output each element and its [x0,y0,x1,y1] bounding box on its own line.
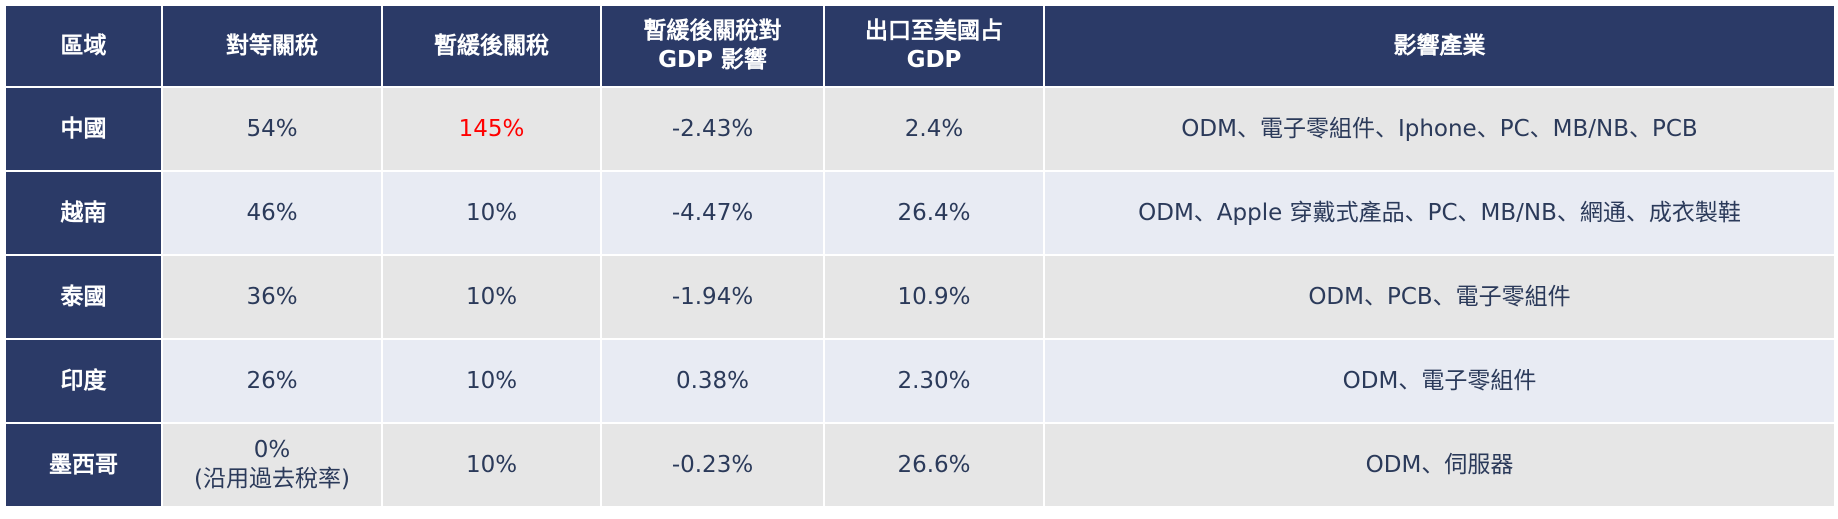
region-cell: 印度 [4,338,163,424]
table-cell: 54% [161,86,383,172]
table-row: 墨西哥 0% (沿用過去稅率) 10% -0.23% 26.6% ODM、伺服器 [4,422,1836,508]
header-cell: 暫緩後關稅對 GDP 影響 [600,4,825,88]
table-cell: ODM、電子零組件、Iphone、PC、MB/NB、PCB [1043,86,1836,172]
table-cell: 0% (沿用過去稅率) [161,422,383,508]
table-cell: 10% [381,170,602,256]
header-row: 區域 對等關稅 暫緩後關稅 暫緩後關稅對 GDP 影響 出口至美國占 GDP 影響產業 [4,4,1836,88]
tariff-table: 區域 對等關稅 暫緩後關稅 暫緩後關稅對 GDP 影響 出口至美國占 GDP 影響產業 中… [4,4,1836,508]
table-cell: 10% [381,338,602,424]
table-row: 泰國 36% 10% -1.94% 10.9% ODM、PCB、電子零組件 [4,254,1836,340]
region-cell: 中國 [4,86,163,172]
header-cell: 暫緩後關稅 [381,4,602,88]
table-cell: 26.4% [823,170,1045,256]
region-cell: 越南 [4,170,163,256]
table-cell: 46% [161,170,383,256]
table-row: 越南 46% 10% -4.47% 26.4% ODM、Apple 穿戴式產品、PC、MB… [4,170,1836,256]
table-cell: ODM、Apple 穿戴式產品、PC、MB/NB、網通、成衣製鞋 [1043,170,1836,256]
table-cell: ODM、PCB、電子零組件 [1043,254,1836,340]
table-cell: 10% [381,422,602,508]
table-cell: 2.30% [823,338,1045,424]
header-cell: 出口至美國占 GDP [823,4,1045,88]
table-cell: 0.38% [600,338,825,424]
header-cell: 區域 [4,4,163,88]
table-cell: ODM、伺服器 [1043,422,1836,508]
table-cell: 2.4% [823,86,1045,172]
table-cell: -1.94% [600,254,825,340]
table-row: 中國 54% 145% -2.43% 2.4% ODM、電子零組件、Iphone、PC、M… [4,86,1836,172]
table-cell: -0.23% [600,422,825,508]
table-cell: ODM、電子零組件 [1043,338,1836,424]
table-cell: 10% [381,254,602,340]
table-row: 印度 26% 10% 0.38% 2.30% ODM、電子零組件 [4,338,1836,424]
table-body: 中國 54% 145% -2.43% 2.4% ODM、電子零組件、Iphone、PC、M… [4,86,1836,508]
table-cell: 10.9% [823,254,1045,340]
header-cell: 對等關稅 [161,4,383,88]
table-cell: -4.47% [600,170,825,256]
table-cell: 145% [381,86,602,172]
table-cell: 36% [161,254,383,340]
table-cell: 26.6% [823,422,1045,508]
header-cell: 影響產業 [1043,4,1836,88]
region-cell: 泰國 [4,254,163,340]
table-cell: 26% [161,338,383,424]
region-cell: 墨西哥 [4,422,163,508]
table-cell: -2.43% [600,86,825,172]
